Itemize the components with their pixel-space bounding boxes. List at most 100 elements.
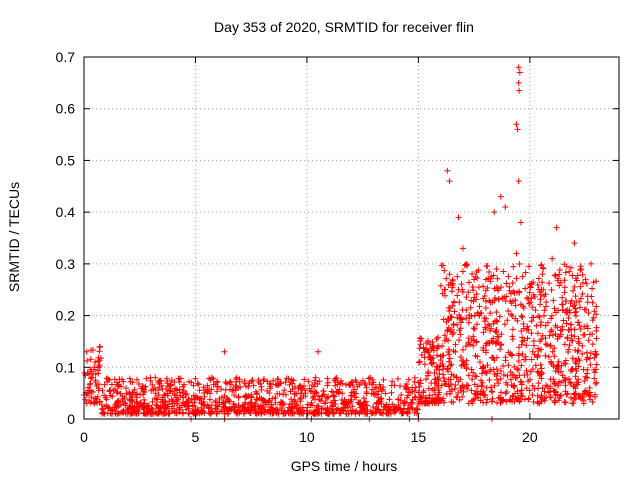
data-point	[324, 382, 331, 389]
data-point	[507, 376, 514, 383]
data-point	[156, 380, 163, 387]
data-point	[492, 328, 499, 335]
data-point	[315, 393, 322, 400]
data-point	[468, 313, 475, 320]
data-point	[519, 303, 526, 310]
data-point	[185, 410, 192, 417]
data-point	[457, 353, 464, 360]
data-point	[312, 410, 319, 417]
data-point	[157, 399, 164, 406]
data-point	[580, 331, 587, 338]
data-point	[287, 379, 294, 386]
data-point	[330, 393, 337, 400]
data-point	[245, 408, 252, 415]
data-point	[83, 392, 90, 399]
data-point	[506, 283, 513, 290]
data-point	[440, 352, 447, 359]
data-point	[569, 355, 576, 362]
data-point	[297, 396, 304, 403]
data-point	[591, 354, 598, 361]
data-point	[584, 293, 591, 300]
data-point	[484, 262, 491, 269]
data-point	[84, 370, 91, 377]
data-point	[373, 400, 380, 407]
data-point	[194, 380, 201, 387]
data-point	[403, 386, 410, 393]
data-point	[571, 391, 578, 398]
data-point	[591, 369, 598, 376]
data-point	[586, 384, 593, 391]
data-point	[520, 325, 527, 332]
data-point	[300, 410, 307, 417]
data-point	[455, 214, 462, 221]
data-point	[433, 335, 440, 342]
data-point	[314, 381, 321, 388]
data-point	[311, 379, 318, 386]
data-point	[516, 372, 523, 379]
data-point	[143, 375, 150, 382]
data-point	[204, 382, 211, 389]
data-point	[273, 407, 280, 414]
data-point	[439, 366, 446, 373]
data-point	[356, 399, 363, 406]
data-point	[416, 358, 423, 365]
data-point	[135, 410, 142, 417]
data-point	[566, 327, 573, 334]
data-point	[118, 383, 125, 390]
data-point	[456, 299, 463, 306]
data-point	[336, 386, 343, 393]
data-point	[378, 400, 385, 407]
data-point	[506, 397, 513, 404]
data-point	[538, 375, 545, 382]
data-point	[460, 388, 467, 395]
data-point	[503, 280, 510, 287]
data-point	[465, 289, 472, 296]
data-point	[173, 386, 180, 393]
data-point	[103, 396, 110, 403]
data-point	[431, 387, 438, 394]
data-point	[524, 335, 531, 342]
data-point	[233, 378, 240, 385]
data-point	[339, 380, 346, 387]
data-point	[92, 379, 99, 386]
data-point	[492, 340, 499, 347]
data-point	[286, 401, 293, 408]
data-point	[264, 378, 271, 385]
data-point	[537, 301, 544, 308]
data-point	[403, 381, 410, 388]
data-point	[352, 409, 359, 416]
data-point	[307, 388, 314, 395]
data-point	[440, 399, 447, 406]
data-point	[569, 272, 576, 279]
data-point	[130, 389, 137, 396]
data-point	[447, 328, 454, 335]
data-point	[262, 406, 269, 413]
data-point	[532, 307, 539, 314]
y-tick-label: 0.3	[56, 256, 76, 272]
data-point	[480, 283, 487, 290]
data-point	[131, 404, 138, 411]
data-point	[592, 351, 599, 358]
data-point	[512, 302, 519, 309]
data-point	[369, 376, 376, 383]
data-point	[533, 322, 540, 329]
data-point	[151, 385, 158, 392]
data-point	[141, 400, 148, 407]
data-point	[470, 396, 477, 403]
data-point	[498, 389, 505, 396]
data-point	[449, 284, 456, 291]
data-point	[304, 401, 311, 408]
data-point	[365, 375, 372, 382]
data-point	[487, 366, 494, 373]
data-point	[427, 341, 434, 348]
data-point	[590, 279, 597, 286]
data-point	[295, 408, 302, 415]
data-point	[448, 314, 455, 321]
data-point	[553, 224, 560, 231]
data-point	[159, 386, 166, 393]
data-point	[571, 383, 578, 390]
data-point	[482, 369, 489, 376]
y-tick-label: 0.1	[56, 359, 76, 375]
data-point	[86, 387, 93, 394]
data-point	[405, 402, 412, 409]
